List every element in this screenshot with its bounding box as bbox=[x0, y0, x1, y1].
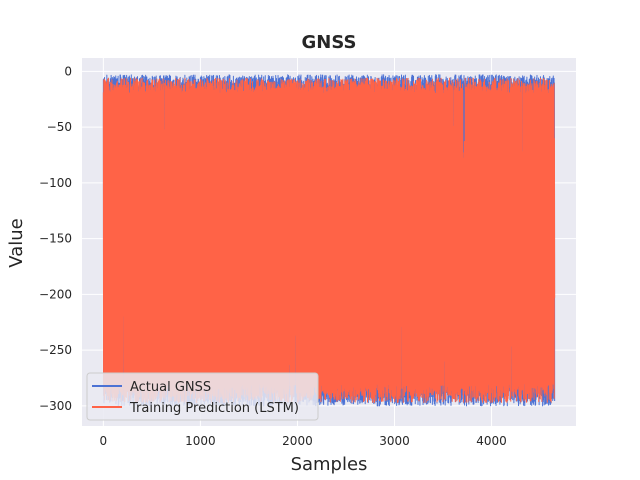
x-tick-label: 3000 bbox=[379, 434, 410, 448]
x-tick-label: 0 bbox=[100, 434, 108, 448]
legend-label-actual-gnss: Actual GNSS bbox=[130, 380, 211, 395]
x-tick-label: 2000 bbox=[282, 434, 313, 448]
y-tick-label: −150 bbox=[39, 232, 72, 246]
y-tick-label: −200 bbox=[39, 287, 72, 301]
y-tick-label: −300 bbox=[39, 399, 72, 413]
y-tick-label: −100 bbox=[39, 176, 72, 190]
x-axis-label: Samples bbox=[291, 454, 368, 475]
chart-title: GNSS bbox=[302, 32, 357, 53]
x-tick-labels: 0 1000 2000 3000 4000 bbox=[100, 434, 507, 448]
series-line bbox=[102, 77, 556, 404]
x-tick-label: 4000 bbox=[476, 434, 507, 448]
y-tick-label: 0 bbox=[64, 64, 72, 78]
y-tick-labels: 0 −50 −100 −150 −200 −250 −300 bbox=[39, 64, 72, 413]
legend-label-training-prediction: Training Prediction (LSTM) bbox=[129, 401, 299, 416]
legend: Actual GNSS Training Prediction (LSTM) bbox=[86, 372, 319, 421]
legend-box bbox=[86, 372, 319, 421]
y-tick-label: −250 bbox=[39, 343, 72, 357]
y-tick-label: −50 bbox=[47, 120, 72, 134]
y-axis-label: Value bbox=[6, 218, 27, 267]
series-training-prediction bbox=[102, 77, 556, 404]
x-tick-label: 1000 bbox=[185, 434, 216, 448]
